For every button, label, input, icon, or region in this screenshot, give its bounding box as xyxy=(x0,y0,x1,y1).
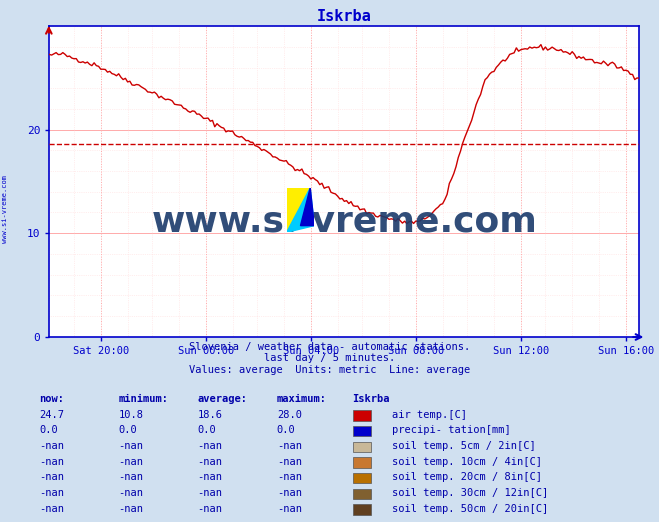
Text: -nan: -nan xyxy=(277,504,302,514)
Text: soil temp. 10cm / 4in[C]: soil temp. 10cm / 4in[C] xyxy=(392,457,542,467)
Text: 28.0: 28.0 xyxy=(277,410,302,420)
Text: -nan: -nan xyxy=(119,504,144,514)
Polygon shape xyxy=(301,188,314,226)
Text: soil temp. 20cm / 8in[C]: soil temp. 20cm / 8in[C] xyxy=(392,472,542,482)
Text: 0.0: 0.0 xyxy=(119,425,137,435)
Text: average:: average: xyxy=(198,394,248,404)
Text: 18.6: 18.6 xyxy=(198,410,223,420)
Text: 24.7: 24.7 xyxy=(40,410,65,420)
Text: -nan: -nan xyxy=(119,441,144,451)
Text: -nan: -nan xyxy=(119,488,144,498)
Text: -nan: -nan xyxy=(198,457,223,467)
Text: 0.0: 0.0 xyxy=(277,425,295,435)
Text: minimum:: minimum: xyxy=(119,394,169,404)
Text: -nan: -nan xyxy=(119,472,144,482)
Text: -nan: -nan xyxy=(198,441,223,451)
Text: -nan: -nan xyxy=(198,488,223,498)
Text: -nan: -nan xyxy=(277,472,302,482)
Text: www.si-vreme.com: www.si-vreme.com xyxy=(152,205,537,239)
Polygon shape xyxy=(287,188,310,232)
Text: -nan: -nan xyxy=(40,504,65,514)
Text: -nan: -nan xyxy=(198,504,223,514)
Text: now:: now: xyxy=(40,394,65,404)
Text: Iskrba: Iskrba xyxy=(353,394,390,404)
Text: air temp.[C]: air temp.[C] xyxy=(392,410,467,420)
Text: -nan: -nan xyxy=(277,488,302,498)
Text: precipi- tation[mm]: precipi- tation[mm] xyxy=(392,425,511,435)
Text: -nan: -nan xyxy=(40,488,65,498)
Text: -nan: -nan xyxy=(40,472,65,482)
Text: -nan: -nan xyxy=(119,457,144,467)
Text: www.si-vreme.com: www.si-vreme.com xyxy=(2,175,9,243)
Text: -nan: -nan xyxy=(277,441,302,451)
Title: Iskrba: Iskrba xyxy=(317,8,372,23)
Text: -nan: -nan xyxy=(198,472,223,482)
Text: 10.8: 10.8 xyxy=(119,410,144,420)
Text: -nan: -nan xyxy=(277,457,302,467)
Text: -nan: -nan xyxy=(40,441,65,451)
Text: Slovenia / weather data - automatic stations.: Slovenia / weather data - automatic stat… xyxy=(189,342,470,352)
Text: last day / 5 minutes.: last day / 5 minutes. xyxy=(264,353,395,363)
Polygon shape xyxy=(287,188,314,232)
Text: Values: average  Units: metric  Line: average: Values: average Units: metric Line: aver… xyxy=(189,365,470,375)
Text: soil temp. 5cm / 2in[C]: soil temp. 5cm / 2in[C] xyxy=(392,441,536,451)
Text: -nan: -nan xyxy=(40,457,65,467)
Text: 0.0: 0.0 xyxy=(40,425,58,435)
Text: soil temp. 50cm / 20in[C]: soil temp. 50cm / 20in[C] xyxy=(392,504,548,514)
Text: soil temp. 30cm / 12in[C]: soil temp. 30cm / 12in[C] xyxy=(392,488,548,498)
Text: 0.0: 0.0 xyxy=(198,425,216,435)
Text: maximum:: maximum: xyxy=(277,394,327,404)
